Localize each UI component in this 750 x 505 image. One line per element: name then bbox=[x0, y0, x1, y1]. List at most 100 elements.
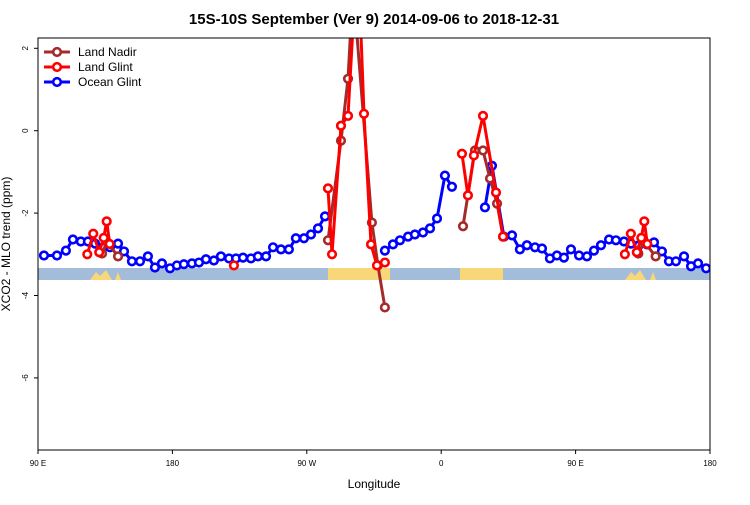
data-point bbox=[112, 238, 124, 249]
data-point bbox=[462, 190, 474, 201]
legend-label: Land Nadir bbox=[78, 45, 137, 59]
x-tick-label: 180 bbox=[166, 459, 180, 468]
data-point bbox=[650, 251, 661, 262]
data-point bbox=[134, 256, 146, 267]
series-line bbox=[85, 38, 649, 267]
x-tick-label: 0 bbox=[439, 459, 444, 468]
x-tick-label: 90 E bbox=[30, 459, 46, 468]
data-point bbox=[639, 216, 650, 227]
data-point bbox=[394, 235, 406, 246]
data-point bbox=[365, 239, 377, 250]
x-tick-label: 90 W bbox=[297, 459, 316, 468]
data-point bbox=[252, 251, 264, 262]
data-point bbox=[126, 256, 138, 267]
data-point bbox=[468, 150, 480, 161]
data-point bbox=[477, 145, 489, 156]
data-point bbox=[82, 249, 93, 260]
y-axis-label: XCO2 - MLO trend (ppm) bbox=[0, 177, 13, 312]
legend-marker bbox=[51, 46, 63, 58]
data-point bbox=[625, 228, 636, 239]
data-point bbox=[379, 245, 391, 256]
data-point bbox=[636, 232, 647, 243]
data-point bbox=[275, 244, 287, 255]
data-point bbox=[60, 245, 72, 256]
data-point bbox=[631, 247, 642, 258]
chart-title: 15S-10S September (Ver 9) 2014-09-06 to … bbox=[189, 11, 559, 28]
data-point bbox=[178, 259, 189, 270]
data-point bbox=[358, 108, 370, 119]
data-point bbox=[656, 246, 668, 257]
legend-marker bbox=[51, 76, 63, 88]
data-point bbox=[67, 234, 79, 245]
data-point bbox=[51, 250, 63, 261]
plot-area bbox=[38, 38, 710, 313]
data-point bbox=[642, 238, 653, 250]
data-point bbox=[379, 302, 391, 313]
data-point bbox=[267, 242, 279, 253]
data-point bbox=[619, 249, 630, 260]
data-point bbox=[490, 187, 502, 198]
data-point bbox=[305, 229, 317, 240]
x-tick-label: 180 bbox=[703, 459, 717, 468]
data-point bbox=[342, 110, 354, 121]
data-point bbox=[595, 240, 607, 251]
data-point bbox=[409, 229, 421, 240]
data-point bbox=[156, 258, 168, 269]
data-point bbox=[456, 148, 468, 159]
data-point bbox=[312, 223, 324, 234]
data-point bbox=[610, 235, 622, 246]
data-point bbox=[573, 250, 585, 261]
data-point bbox=[98, 232, 109, 243]
data-point bbox=[558, 252, 570, 263]
surface-band bbox=[38, 268, 710, 280]
data-point bbox=[142, 251, 154, 262]
data-point bbox=[506, 230, 518, 241]
y-tick-label: -2 bbox=[21, 209, 30, 217]
data-point bbox=[514, 244, 525, 255]
data-point bbox=[260, 251, 272, 262]
data-point bbox=[446, 181, 458, 192]
plot-frame bbox=[37, 37, 711, 451]
data-point bbox=[431, 213, 443, 224]
data-point bbox=[678, 251, 690, 262]
data-point bbox=[101, 216, 112, 227]
data-point bbox=[479, 202, 491, 213]
data-point bbox=[565, 244, 577, 255]
x-tick-label: 90 E bbox=[567, 459, 583, 468]
data-point bbox=[581, 251, 593, 262]
data-point bbox=[326, 249, 338, 260]
data-point bbox=[319, 211, 331, 222]
legend-marker bbox=[51, 61, 63, 73]
y-tick-label: -4 bbox=[21, 291, 30, 299]
x-axis-label: Longitude bbox=[348, 477, 401, 491]
data-point bbox=[88, 228, 99, 239]
y-tick-label: -6 bbox=[21, 374, 30, 382]
legend-label: Land Glint bbox=[78, 60, 133, 74]
data-point bbox=[149, 262, 161, 273]
data-point bbox=[417, 227, 429, 238]
data-point bbox=[290, 233, 301, 244]
data-point bbox=[283, 244, 294, 255]
y-tick-label: 0 bbox=[21, 128, 30, 133]
data-point bbox=[215, 251, 227, 262]
legend-label: Ocean Glint bbox=[78, 75, 142, 89]
y-tick-label: 2 bbox=[21, 46, 30, 51]
data-point bbox=[112, 251, 124, 262]
data-point bbox=[701, 263, 710, 274]
data-point bbox=[237, 252, 249, 263]
data-point bbox=[322, 183, 334, 194]
data-point bbox=[457, 221, 469, 232]
data-point bbox=[439, 170, 451, 181]
data-point bbox=[692, 258, 704, 269]
data-point bbox=[497, 231, 509, 242]
data-point bbox=[371, 260, 383, 271]
data-point bbox=[588, 245, 600, 256]
data-point bbox=[424, 223, 436, 234]
data-point bbox=[94, 247, 105, 258]
data-point bbox=[104, 238, 115, 250]
data-point bbox=[379, 257, 391, 268]
data-point bbox=[670, 256, 682, 267]
data-point bbox=[387, 239, 399, 250]
